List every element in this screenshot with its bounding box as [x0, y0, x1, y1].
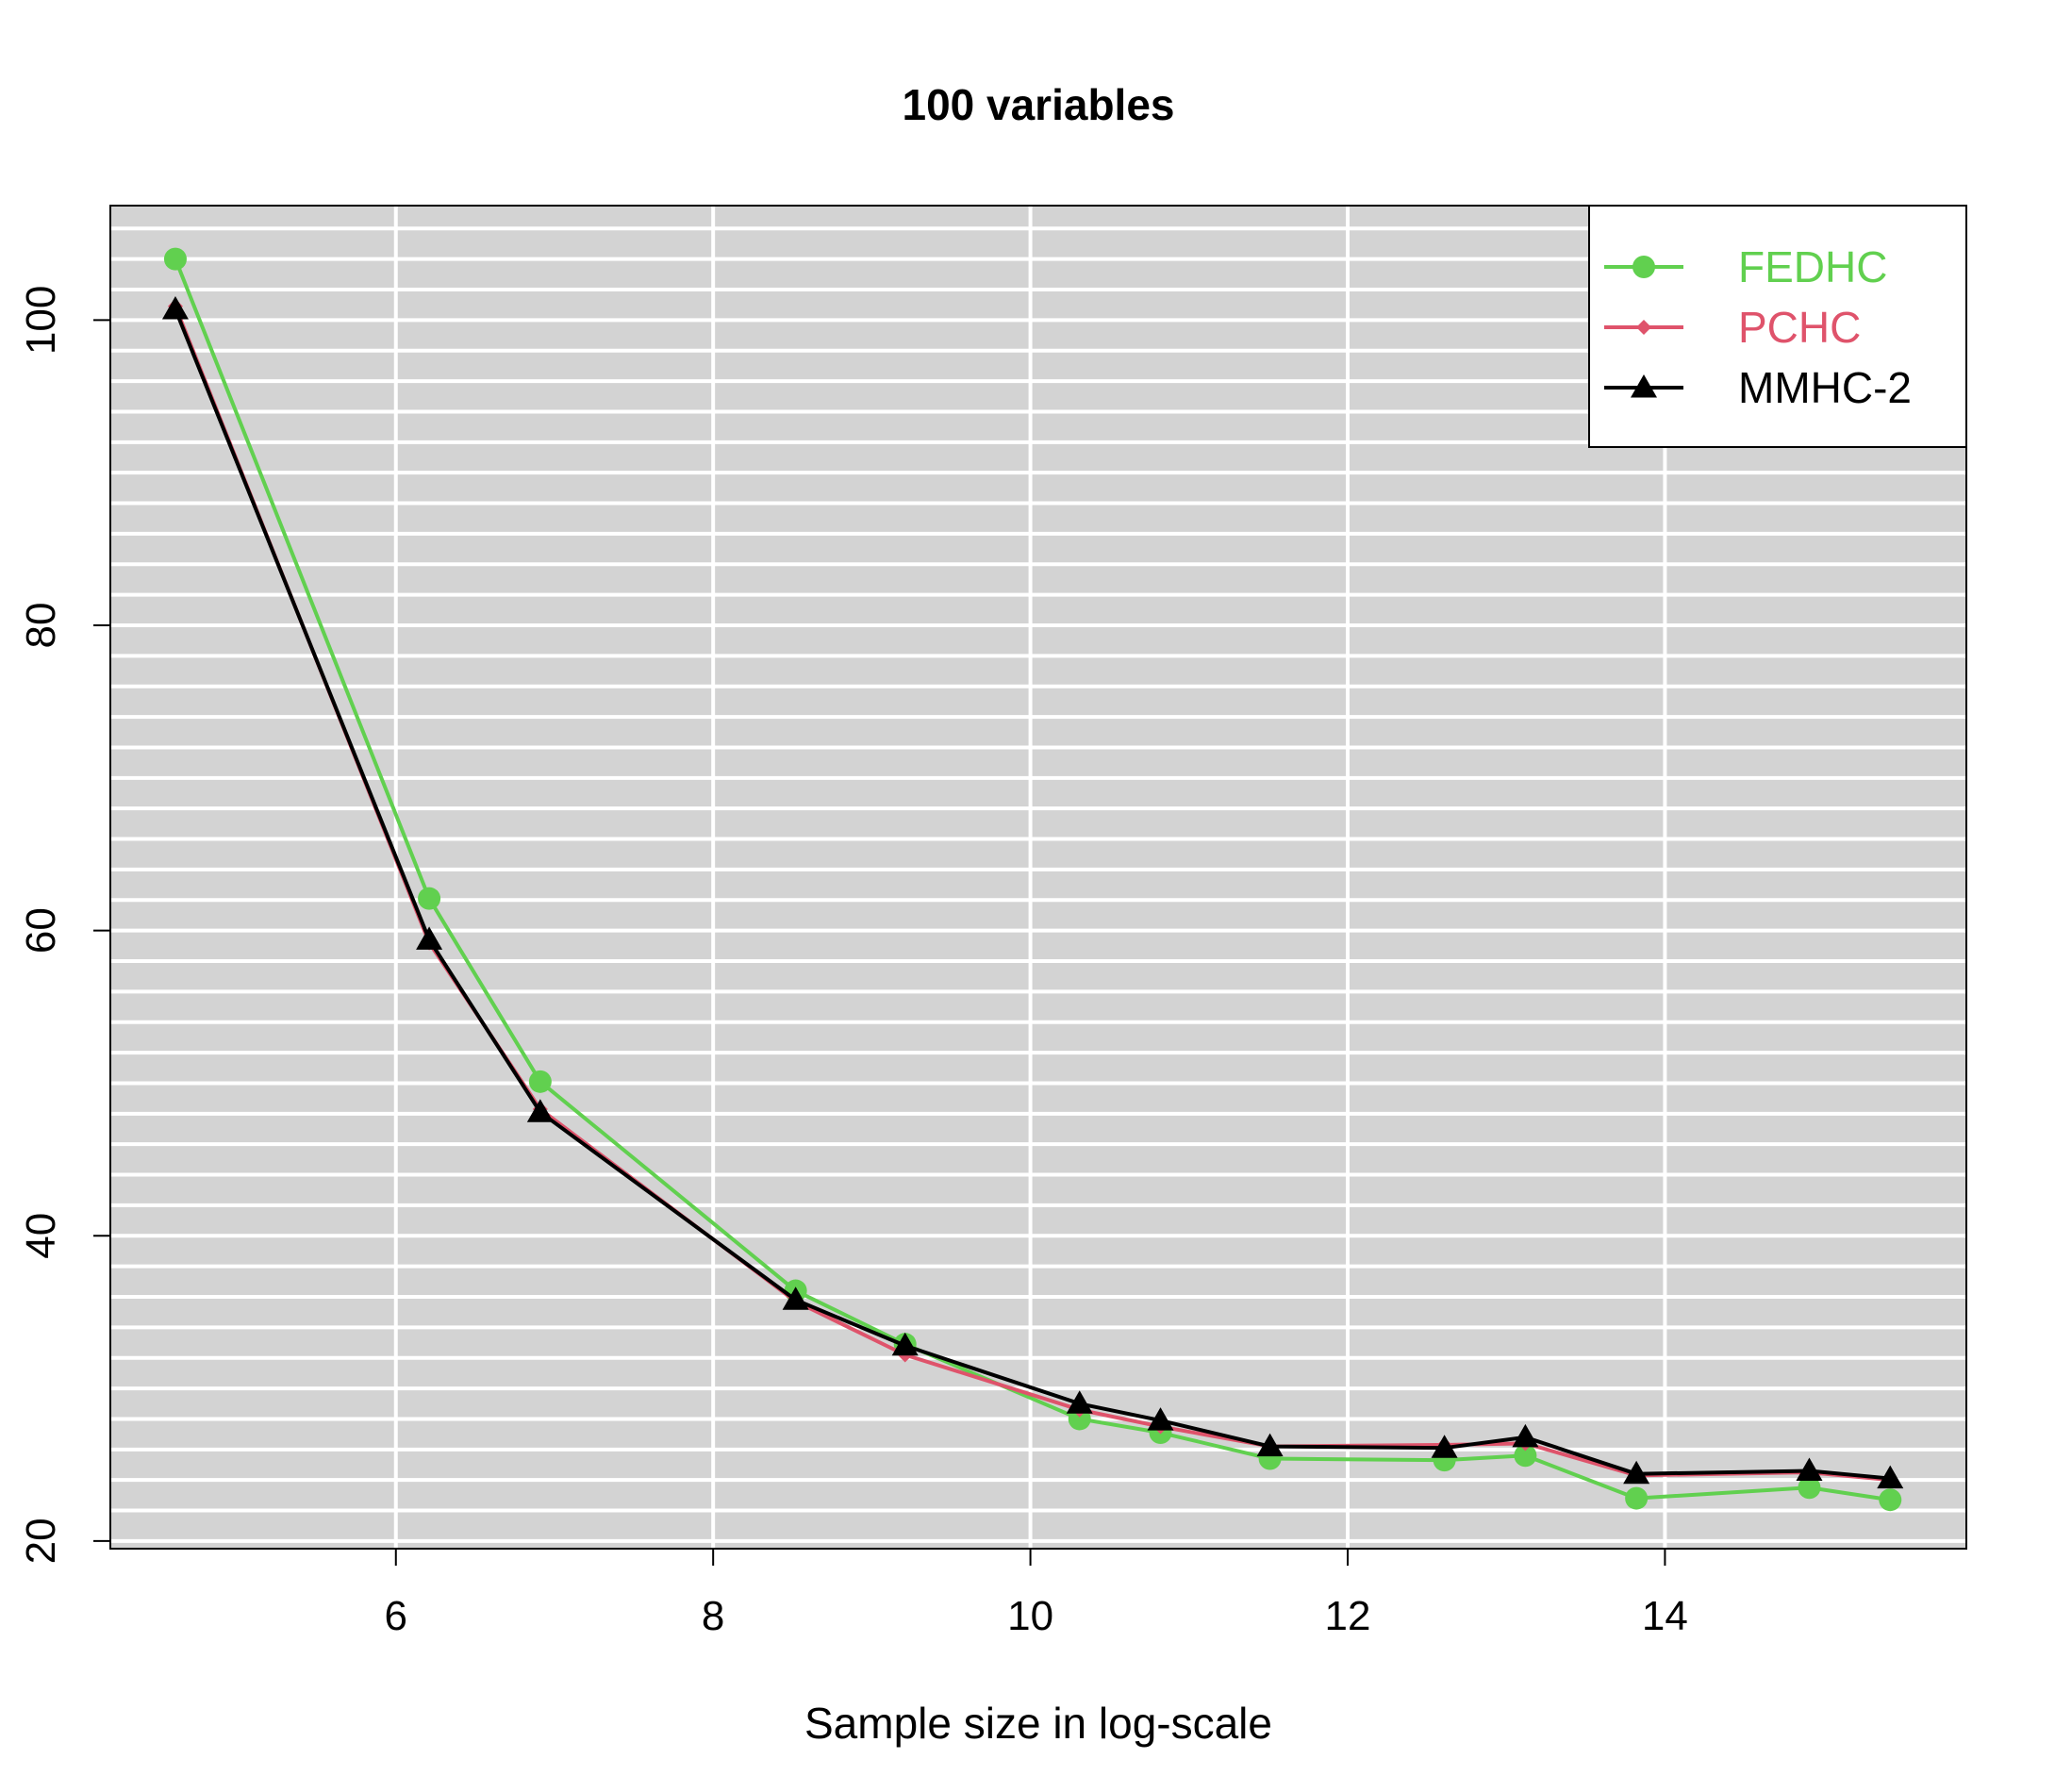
data-point-mmhc-2 [1796, 1457, 1823, 1481]
x-tick-label: 6 [385, 1593, 407, 1639]
legend-item-pchc: PCHC [1604, 303, 1861, 352]
y-tick-label: 40 [18, 1213, 64, 1259]
data-point-mmhc-2 [1877, 1465, 1904, 1489]
x-tick-label: 8 [702, 1593, 724, 1639]
y-tick-label: 20 [18, 1518, 64, 1564]
data-point-mmhc-2 [1431, 1435, 1458, 1458]
y-axis: 20 40 60 80 100 [18, 286, 111, 1564]
data-point-mmhc-2 [1147, 1407, 1174, 1431]
legend-label-fedhc: FEDHC [1738, 242, 1887, 291]
data-point-fedhc [1514, 1444, 1537, 1468]
legend-marker-pchc [1636, 320, 1651, 335]
y-tick-label: 100 [18, 286, 64, 355]
data-point-fedhc [528, 1070, 552, 1093]
data-point-fedhc [418, 887, 441, 910]
data-point-fedhc [1879, 1488, 1902, 1512]
data-point-mmhc-2 [161, 296, 189, 320]
x-tick-label: 12 [1325, 1593, 1371, 1639]
legend-marker-mmhc-2 [1631, 374, 1657, 398]
data-point-fedhc [1798, 1476, 1821, 1500]
legend-marker-fedhc [1632, 256, 1655, 278]
legend-item-fedhc: FEDHC [1604, 242, 1887, 291]
legend-item-mmhc-2: MMHC-2 [1604, 363, 1912, 412]
y-tick-label: 60 [18, 907, 64, 954]
legend-label-pchc: PCHC [1738, 303, 1861, 352]
data-point-mmhc-2 [526, 1099, 554, 1122]
legend-label-mmhc-2: MMHC-2 [1738, 363, 1912, 412]
legend: FEDHC PCHC MMHC-2 [1588, 205, 1967, 448]
series-mmhc-2 [161, 296, 1904, 1489]
data-point-mmhc-2 [416, 926, 443, 950]
x-tick-label: 10 [1007, 1593, 1053, 1639]
data-point-fedhc [1625, 1486, 1649, 1510]
x-axis: 6 8 10 12 14 [385, 1548, 1688, 1639]
data-point-mmhc-2 [1512, 1423, 1539, 1448]
y-tick-label: 80 [18, 603, 64, 649]
x-axis-label: Sample size in log-scale [804, 1699, 1272, 1748]
data-point-mmhc-2 [782, 1286, 809, 1310]
series-layer [161, 247, 1904, 1512]
data-point-mmhc-2 [1066, 1390, 1093, 1414]
data-point-mmhc-2 [891, 1332, 919, 1356]
data-point-fedhc [163, 247, 187, 271]
x-tick-label: 14 [1642, 1593, 1688, 1639]
chart-title: 100 variables [902, 80, 1174, 129]
data-point-mmhc-2 [1256, 1433, 1284, 1457]
data-point-mmhc-2 [1623, 1460, 1650, 1485]
